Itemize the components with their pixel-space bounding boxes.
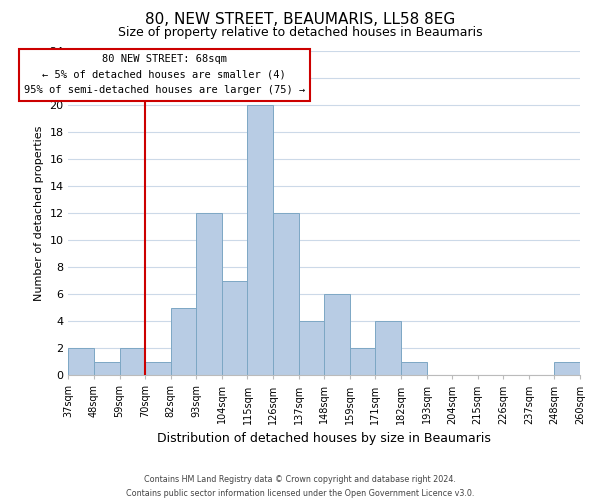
Bar [222, 281, 247, 376]
Text: 80 NEW STREET: 68sqm
← 5% of detached houses are smaller (4)
95% of semi-detache: 80 NEW STREET: 68sqm ← 5% of detached ho… [24, 54, 305, 96]
Text: 80, NEW STREET, BEAUMARIS, LL58 8EG: 80, NEW STREET, BEAUMARIS, LL58 8EG [145, 12, 455, 28]
X-axis label: Distribution of detached houses by size in Beaumaris: Distribution of detached houses by size … [157, 432, 491, 445]
Bar [171, 308, 196, 376]
Bar [273, 214, 299, 376]
Bar [554, 362, 580, 376]
Bar [376, 322, 401, 376]
Bar [324, 294, 350, 376]
Bar [68, 348, 94, 376]
Bar [196, 214, 222, 376]
Bar [350, 348, 376, 376]
Text: Size of property relative to detached houses in Beaumaris: Size of property relative to detached ho… [118, 26, 482, 39]
Bar [401, 362, 427, 376]
Bar [119, 348, 145, 376]
Bar [247, 106, 273, 376]
Bar [145, 362, 171, 376]
Bar [299, 322, 324, 376]
Bar [94, 362, 119, 376]
Text: Contains HM Land Registry data © Crown copyright and database right 2024.
Contai: Contains HM Land Registry data © Crown c… [126, 476, 474, 498]
Y-axis label: Number of detached properties: Number of detached properties [34, 126, 44, 301]
